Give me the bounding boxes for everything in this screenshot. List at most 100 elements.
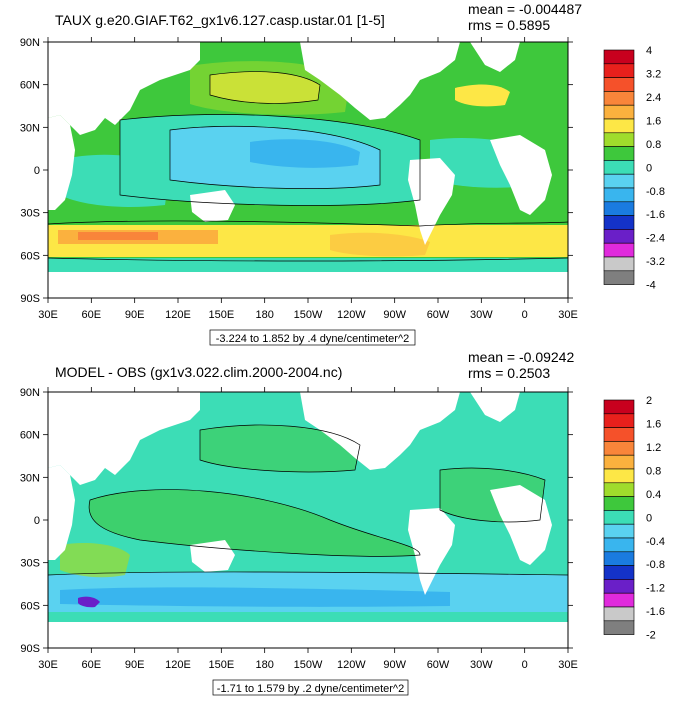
x-tick-label: 60W xyxy=(427,309,450,321)
colorbar-label: 1.6 xyxy=(646,418,661,430)
x-tick-label: 0 xyxy=(522,309,528,321)
colorbar-label: 1.2 xyxy=(646,442,661,454)
antarctic-coast-band xyxy=(48,258,568,272)
y-tick-label: 30S xyxy=(20,558,40,570)
southern-ocean-negative-core xyxy=(60,587,450,607)
colorbar-swatch xyxy=(603,118,635,134)
subtitle-box xyxy=(212,679,409,696)
colorbar-swatch xyxy=(603,537,635,553)
x-ticks: 30E 60E 90E 120E 150E 180 150W 120W 90W 60W 30W 0 30… xyxy=(38,37,578,321)
colorbar-swatch xyxy=(603,399,635,415)
panel-model-obs: MODEL - OBS (gx1v3.022.clim.2000-2004.nc… xyxy=(20,349,665,696)
colorbar-swatch xyxy=(603,482,635,497)
y-tick-label: 90S xyxy=(20,643,40,655)
colorbar-label: 0.4 xyxy=(646,489,661,501)
subtitle: -3.224 to 1.852 by .4 dyne/centimeter^2 xyxy=(216,333,410,345)
colorbar-label: -0.4 xyxy=(646,536,665,548)
x-tick-label: 150W xyxy=(294,309,323,321)
strong-negative-spot xyxy=(78,596,100,608)
africa-east-land xyxy=(490,135,552,215)
colorbar-label: -2 xyxy=(646,630,656,642)
x-tick-label: 120E xyxy=(165,309,191,321)
contour-line xyxy=(48,257,568,262)
mean-label: mean = -0.004487 xyxy=(468,1,582,17)
greenland-land xyxy=(470,42,520,72)
tropical-easterlies-max xyxy=(250,139,360,168)
contour-line xyxy=(119,114,421,206)
mean-label: mean = -0.09242 xyxy=(468,349,574,365)
colorbar-swatch xyxy=(603,229,635,244)
colorbar-swatch xyxy=(603,160,635,175)
antarctica-land xyxy=(48,272,568,298)
x-tick-label: 150W xyxy=(294,659,323,671)
colorbar-label: 0.8 xyxy=(646,139,661,151)
x-tick-label: 60E xyxy=(82,309,102,321)
x-tick-label: 30E xyxy=(558,659,578,671)
map-field xyxy=(48,42,568,298)
y-tick-label: 60S xyxy=(20,600,40,612)
y-tick-label: 0 xyxy=(34,165,40,177)
indian-ocean-easterlies xyxy=(60,154,170,207)
panel-taux: TAUX g.e20.GIAF.T62_gx1v6.127.casp.ustar… xyxy=(20,1,665,346)
x-tick-label: 180 xyxy=(255,309,273,321)
colorbar-swatch xyxy=(603,510,635,525)
eurasia-land xyxy=(48,392,200,485)
colorbar-swatch xyxy=(603,173,635,189)
colorbar-swatch xyxy=(603,256,635,272)
x-tick-label: 90W xyxy=(383,659,406,671)
colorbar-swatch xyxy=(603,523,635,539)
colorbar-swatch xyxy=(603,606,635,622)
colorbar-swatch xyxy=(603,565,635,580)
colorbar-label: -4 xyxy=(646,280,656,292)
x-tick-label: 90E xyxy=(125,309,145,321)
north-pacific-positive xyxy=(200,425,360,472)
colorbar-label: -1.6 xyxy=(646,606,665,618)
y-ticks: 90N 60N 30N 0 30S 60S 90S xyxy=(20,37,573,305)
x-tick-label: 90E xyxy=(125,659,145,671)
y-tick-label: 30S xyxy=(20,208,40,220)
colorbar-swatch xyxy=(603,201,635,216)
north-america-land xyxy=(300,392,460,470)
contours xyxy=(48,71,568,262)
colorbar-swatch xyxy=(603,454,635,470)
colorbar-swatch xyxy=(603,270,635,285)
y-tick-label: 30N xyxy=(20,122,40,134)
colorbar-swatch xyxy=(603,620,635,635)
land xyxy=(48,392,568,648)
colorbar-label: -1.2 xyxy=(646,583,665,595)
australia-land xyxy=(190,540,235,572)
colorbar: 4 3.2 2.4 1.6 0.8 0 -0.8 -1.6 -2.4 -3.2 -4 xyxy=(603,45,665,292)
x-tick-label: 180 xyxy=(255,659,273,671)
north-atlantic-westerlies xyxy=(455,84,510,107)
colorbar-label: 1.6 xyxy=(646,115,661,127)
contours xyxy=(48,424,568,576)
contour-line xyxy=(209,71,321,104)
y-tick-label: 60N xyxy=(20,80,40,92)
x-tick-label: 150E xyxy=(208,309,234,321)
colorbar-swatch xyxy=(603,496,635,511)
tropical-positive xyxy=(89,489,421,557)
y-tick-label: 60N xyxy=(20,430,40,442)
x-tick-label: 120E xyxy=(165,659,191,671)
eurasia-land xyxy=(48,42,200,135)
colorbar-swatch xyxy=(603,551,635,566)
x-tick-label: 30W xyxy=(470,659,493,671)
colorbar-swatch xyxy=(603,413,635,428)
colorbar-label: 2 xyxy=(646,395,652,407)
contour-line xyxy=(439,467,546,523)
panel-title: TAUX g.e20.GIAF.T62_gx1v6.127.casp.ustar… xyxy=(55,12,385,28)
colorbar-label: -3.2 xyxy=(646,256,665,268)
contour-line xyxy=(48,220,568,227)
colorbar: 2 1.6 1.2 0.8 0.4 0 -0.4 -0.8 -1.2 -1.6 -2 xyxy=(603,395,665,642)
indian-positive xyxy=(60,543,130,578)
colorbar-swatch xyxy=(603,592,635,608)
colorbar-swatch xyxy=(603,91,635,106)
south-pacific-yellow xyxy=(330,232,430,257)
colorbar-swatch xyxy=(603,427,635,442)
africa-land xyxy=(48,465,75,560)
x-tick-label: 0 xyxy=(522,659,528,671)
x-tick-label: 30W xyxy=(470,309,493,321)
rms-label: rms = 0.2503 xyxy=(468,365,550,381)
x-tick-label: 30E xyxy=(38,659,58,671)
